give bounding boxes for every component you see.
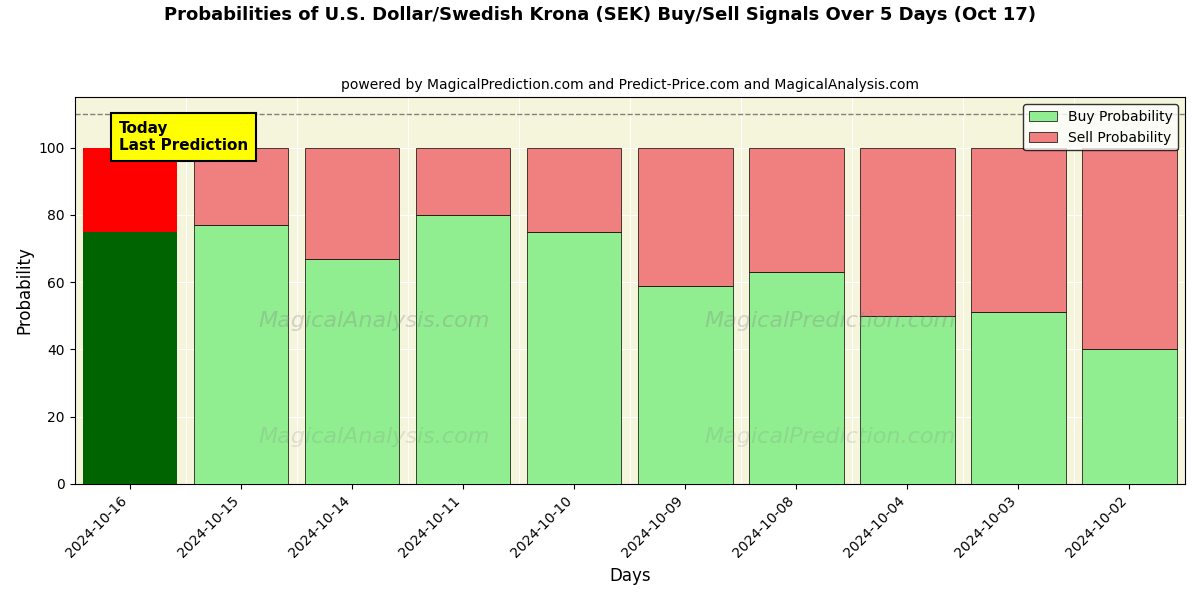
Bar <box>749 272 844 484</box>
Bar <box>83 148 178 232</box>
Bar <box>527 232 622 484</box>
Text: MagicalAnalysis.com: MagicalAnalysis.com <box>259 427 490 448</box>
Text: MagicalAnalysis.com: MagicalAnalysis.com <box>259 311 490 331</box>
Bar <box>527 148 622 232</box>
Bar <box>860 148 955 316</box>
Bar <box>638 148 732 286</box>
Bar <box>416 215 510 484</box>
Bar <box>416 148 510 215</box>
X-axis label: Days: Days <box>610 567 650 585</box>
Bar <box>971 148 1066 313</box>
Bar <box>1082 349 1177 484</box>
Bar <box>1082 148 1177 349</box>
Text: Probabilities of U.S. Dollar/Swedish Krona (SEK) Buy/Sell Signals Over 5 Days (O: Probabilities of U.S. Dollar/Swedish Kro… <box>164 6 1036 24</box>
Bar <box>305 259 400 484</box>
Bar <box>749 148 844 272</box>
Text: MagicalPrediction.com: MagicalPrediction.com <box>704 427 955 448</box>
Bar <box>971 313 1066 484</box>
Legend: Buy Probability, Sell Probability: Buy Probability, Sell Probability <box>1024 104 1178 151</box>
Bar <box>638 286 732 484</box>
Text: MagicalPrediction.com: MagicalPrediction.com <box>704 311 955 331</box>
Text: Today
Last Prediction: Today Last Prediction <box>119 121 248 153</box>
Bar <box>860 316 955 484</box>
Bar <box>194 225 288 484</box>
Bar <box>83 232 178 484</box>
Bar <box>305 148 400 259</box>
Y-axis label: Probability: Probability <box>16 247 34 334</box>
Title: powered by MagicalPrediction.com and Predict-Price.com and MagicalAnalysis.com: powered by MagicalPrediction.com and Pre… <box>341 78 919 92</box>
Bar <box>194 148 288 225</box>
